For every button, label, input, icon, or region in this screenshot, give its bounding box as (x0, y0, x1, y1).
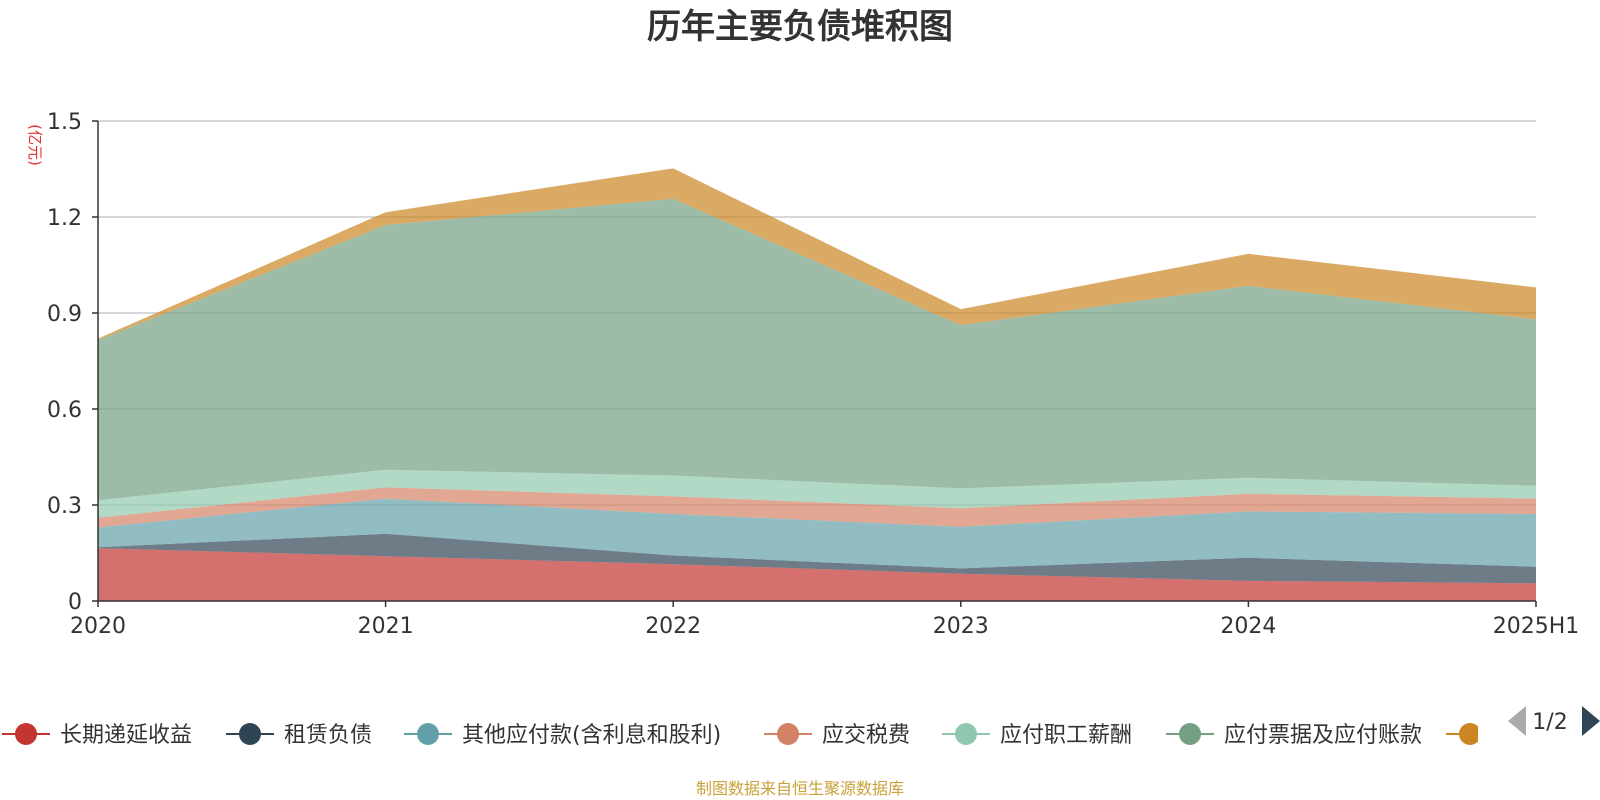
legend: 长期递延收益 租赁负债 其他应付款(含利息和股利) 应交税费 应付职工薪酬 应付票据及应付… (2, 723, 1592, 748)
area-series-2 (98, 533, 1536, 584)
chart-title: 历年主要负债堆积图 (647, 7, 953, 47)
legend-marker (239, 723, 261, 745)
legend-marker (1179, 723, 1201, 745)
x-tick-label: 2024 (1220, 614, 1276, 639)
y-tick-label: 1.2 (47, 206, 82, 231)
y-axis-ticks: 0 0.3 0.6 0.9 1.2 1.5 (47, 110, 98, 615)
y-tick-label: 0.6 (47, 398, 82, 423)
area-series-5 (98, 469, 1536, 518)
source-note: 制图数据来自恒生聚源数据库 (696, 779, 904, 798)
legend-item[interactable]: 租赁负债 (226, 723, 372, 748)
legend-label: 应交税费 (822, 723, 910, 748)
x-tick-label: 2021 (358, 614, 414, 639)
y-tick-label: 1.5 (47, 110, 82, 135)
y-axis-unit: (亿元) (26, 124, 44, 166)
legend-item[interactable]: 应付票据及应付账款 (1166, 723, 1422, 748)
legend-marker (1459, 723, 1478, 745)
area-series-4 (98, 487, 1536, 528)
legend-item[interactable]: 合同负债 (1446, 723, 1592, 748)
area-series-group (98, 168, 1536, 601)
legend-marker (417, 723, 439, 745)
legend-items: 长期递延收益 租赁负债 其他应付款(含利息和股利) 应交税费 应付职工薪酬 应付票据及应付… (2, 723, 1592, 748)
y-tick-label: 0 (68, 590, 82, 615)
x-axis-ticks: 2020 2021 2022 2023 2024 2025H1 (70, 601, 1579, 639)
legend-marker (955, 723, 977, 745)
legend-label: 长期递延收益 (60, 723, 192, 748)
legend-label: 其他应付款(含利息和股利) (462, 723, 721, 748)
legend-label: 应付票据及应付账款 (1224, 723, 1422, 748)
x-tick-label: 2020 (70, 614, 126, 639)
legend-item[interactable]: 长期递延收益 (2, 723, 192, 748)
axes (97, 121, 1536, 602)
area-series-7 (98, 168, 1536, 341)
legend-marker (777, 723, 799, 745)
x-tick-label: 2025H1 (1493, 614, 1580, 639)
legend-item[interactable]: 应付职工薪酬 (942, 723, 1132, 748)
x-tick-label: 2022 (645, 614, 701, 639)
legend-item[interactable]: 其他应付款(含利息和股利) (404, 723, 721, 748)
legend-page-indicator: 1/2 (1532, 710, 1567, 735)
y-tick-label: 0.9 (47, 302, 82, 327)
legend-item[interactable]: 应交税费 (764, 723, 910, 748)
y-tick-label: 0.3 (47, 494, 82, 519)
legend-label: 租赁负债 (284, 723, 372, 748)
legend-marker (15, 723, 37, 745)
left-triangle-icon[interactable] (1508, 706, 1526, 736)
area-series-6 (98, 198, 1536, 501)
right-triangle-icon[interactable] (1582, 706, 1600, 736)
x-tick-label: 2023 (933, 614, 989, 639)
legend-pager: 1/2 (1508, 706, 1600, 736)
legend-label: 应付职工薪酬 (1000, 723, 1132, 748)
area-series-3 (98, 498, 1536, 569)
area-series-1 (98, 548, 1536, 601)
